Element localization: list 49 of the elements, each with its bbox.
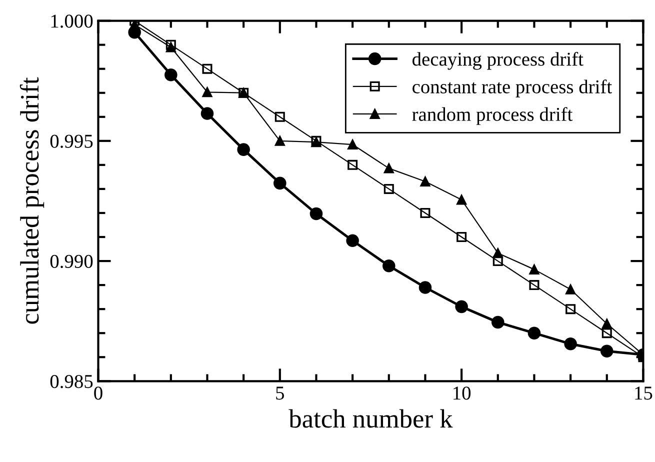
point xyxy=(602,328,612,338)
point xyxy=(346,234,359,247)
point xyxy=(274,136,285,146)
point xyxy=(528,326,541,340)
point xyxy=(492,248,503,258)
y-tick-label: 0.995 xyxy=(50,134,93,148)
point xyxy=(202,87,212,98)
point xyxy=(274,176,286,190)
point xyxy=(200,107,214,120)
point xyxy=(348,140,358,150)
point xyxy=(491,316,504,329)
x-tick-label: 0 xyxy=(94,386,102,400)
point xyxy=(420,176,430,187)
y-tick-label: 0.990 xyxy=(50,254,93,268)
legend-label: decaying process drift xyxy=(412,52,584,70)
point xyxy=(420,208,430,218)
point xyxy=(384,163,394,174)
x-axis-title: batch number k xyxy=(288,409,453,428)
point xyxy=(384,184,394,194)
point xyxy=(382,259,396,272)
point xyxy=(602,318,612,329)
y-tick-label: 1.000 xyxy=(51,14,93,28)
point xyxy=(566,284,576,294)
point xyxy=(164,68,178,82)
legend-label: constant rate process drift xyxy=(412,80,612,98)
point xyxy=(237,143,250,156)
point xyxy=(130,20,140,30)
point xyxy=(202,64,212,74)
y-axis-title: cumulated process drift xyxy=(20,77,44,324)
point xyxy=(600,344,614,358)
point xyxy=(166,42,176,52)
point xyxy=(418,281,432,294)
x-tick-label: 15 xyxy=(635,386,652,400)
point xyxy=(566,304,576,314)
y-tick-label: 0.985 xyxy=(50,374,93,388)
x-tick-label: 10 xyxy=(454,386,471,400)
point xyxy=(274,112,285,122)
point xyxy=(455,300,468,314)
point xyxy=(529,264,540,274)
point xyxy=(456,232,467,242)
legend-label: random process drift xyxy=(412,107,573,125)
x-tick-label: 5 xyxy=(276,386,284,400)
point xyxy=(529,280,540,290)
point xyxy=(348,160,358,170)
point xyxy=(492,256,503,266)
point xyxy=(166,40,176,50)
point xyxy=(564,338,577,350)
point xyxy=(456,194,467,205)
point xyxy=(310,207,323,220)
